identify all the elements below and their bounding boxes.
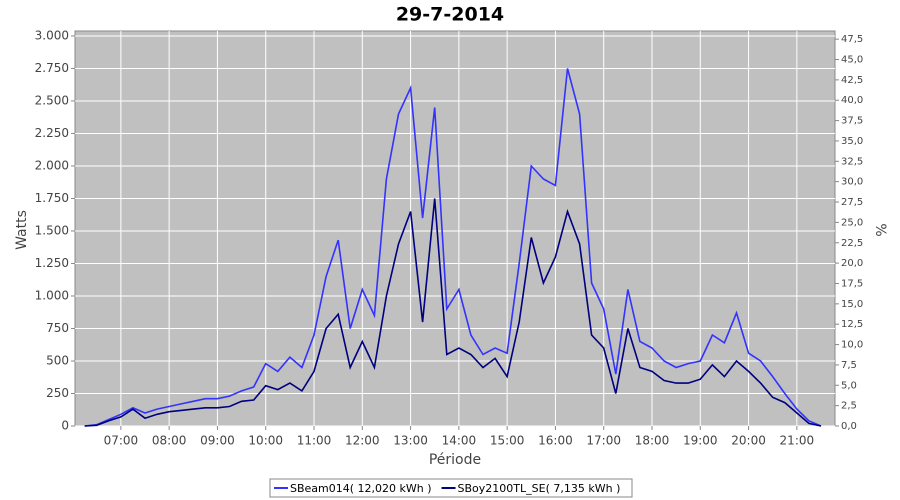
y-tick-label: 250 (46, 386, 69, 400)
y2-tick-label: 42,5 (841, 75, 863, 86)
y-tick-label: 2.250 (35, 126, 69, 140)
y2-tick-label: 25,0 (841, 217, 863, 228)
y2-tick-label: 0,0 (841, 421, 857, 432)
y2-tick-label: 30,0 (841, 177, 863, 188)
y-tick-label: 1.750 (35, 191, 69, 205)
plot-area (74, 30, 836, 427)
y2-tick-label: 10,0 (841, 340, 863, 351)
series-line (84, 68, 822, 427)
y2-tick-label: 40,0 (841, 95, 863, 106)
legend-label: SBeam014( 12,020 kWh ) (290, 482, 432, 495)
x-tick-label: 16:00 (538, 434, 573, 448)
y-tick-label: 1.500 (35, 223, 69, 237)
y-tick-label: 1.000 (35, 288, 69, 302)
x-tick-label: 20:00 (731, 434, 766, 448)
y2-tick-label: 2,5 (841, 401, 857, 412)
y-tick-label: 0 (61, 419, 69, 433)
x-tick-label: 12:00 (345, 434, 380, 448)
x-tick-label: 09:00 (200, 434, 235, 448)
x-tick-label: 15:00 (490, 434, 525, 448)
y2-tick-label: 32,5 (841, 156, 863, 167)
y-tick-label: 2.750 (35, 61, 69, 75)
x-tick-label: 08:00 (152, 434, 187, 448)
y2-axis-label: % (872, 223, 888, 236)
series-line (84, 198, 822, 427)
x-tick-label: 07:00 (104, 434, 139, 448)
y-tick-label: 750 (46, 321, 69, 335)
y2-tick-label: 35,0 (841, 136, 863, 147)
y-tick-label: 2.000 (35, 158, 69, 172)
y2-tick-label: 12,5 (841, 319, 863, 330)
x-tick-label: 17:00 (586, 434, 621, 448)
x-axis-label: Période (429, 452, 481, 468)
x-tick-label: 14:00 (442, 434, 477, 448)
y2-tick-label: 27,5 (841, 197, 863, 208)
y-tick-label: 500 (46, 353, 69, 367)
x-tick-label: 21:00 (780, 434, 815, 448)
y-tick-label: 3.000 (35, 28, 69, 42)
y2-tick-label: 47,5 (841, 34, 863, 45)
y2-tick-label: 45,0 (841, 55, 863, 66)
y2-tick-label: 37,5 (841, 116, 863, 127)
x-tick-label: 11:00 (297, 434, 332, 448)
y-tick-label: 2.500 (35, 93, 69, 107)
y-tick-label: 1.250 (35, 256, 69, 270)
x-tick-label: 13:00 (393, 434, 428, 448)
y2-tick-label: 7,5 (841, 360, 857, 371)
y-axis-label: Watts (14, 210, 30, 250)
x-tick-label: 19:00 (683, 434, 718, 448)
legend-label: SBoy2100TL_SE( 7,135 kWh ) (458, 482, 621, 495)
y2-tick-label: 20,0 (841, 258, 863, 269)
y2-tick-label: 5,0 (841, 380, 857, 391)
y2-tick-label: 22,5 (841, 238, 863, 249)
x-tick-label: 10:00 (248, 434, 283, 448)
x-tick-label: 18:00 (635, 434, 670, 448)
y2-tick-label: 15,0 (841, 299, 863, 310)
y2-tick-label: 17,5 (841, 278, 863, 289)
chart-title: 29-7-2014 (396, 4, 504, 26)
